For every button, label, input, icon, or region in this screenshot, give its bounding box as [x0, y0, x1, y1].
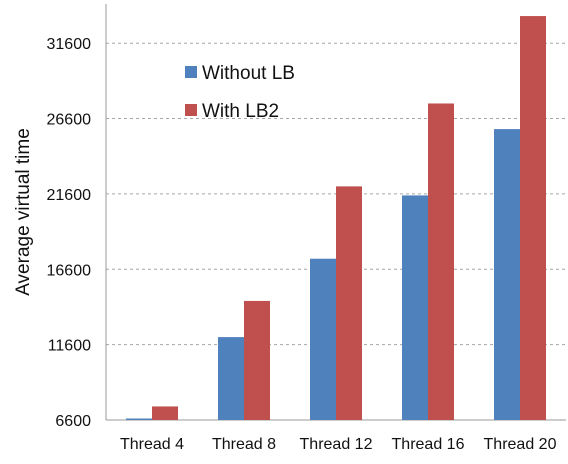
x-tick-label: Thread 12: [300, 436, 373, 453]
bar-with-lb2: [152, 406, 178, 420]
y-tick-label: 16600: [47, 262, 92, 279]
legend: Without LB With LB2: [185, 63, 295, 122]
legend-label: Without LB: [202, 63, 295, 84]
y-tick-label: 6600: [55, 413, 91, 430]
y-axis-ticks: 6600 11600 16600 21600 26600 31600: [47, 36, 92, 430]
x-tick-label: Thread 4: [120, 436, 184, 453]
y-tick-label: 31600: [47, 36, 92, 53]
x-tick-label: Thread 20: [484, 436, 557, 453]
bar-without-lb: [310, 258, 336, 420]
bar-with-lb2: [336, 186, 362, 420]
bar-with-lb2: [244, 300, 270, 420]
bar-without-lb: [402, 195, 428, 420]
y-axis-label: Average virtual time: [13, 128, 34, 296]
legend-swatch: [185, 66, 197, 78]
bar-without-lb: [126, 418, 152, 420]
legend-label: With LB2: [202, 101, 279, 122]
y-tick-label: 11600: [48, 338, 91, 355]
y-tick-label: 26600: [47, 112, 92, 129]
bar-without-lb: [218, 337, 244, 420]
bar-with-lb2: [520, 16, 546, 420]
y-tick-label: 21600: [47, 187, 92, 204]
x-axis-ticks: Thread 4 Thread 8 Thread 12 Thread 16 Thread…: [120, 436, 557, 453]
x-tick-label: Thread 16: [392, 436, 465, 453]
bar-with-lb2: [428, 103, 454, 420]
x-tick-label: Thread 8: [212, 436, 276, 453]
legend-swatch: [185, 104, 197, 116]
bar-without-lb: [494, 129, 520, 421]
bars: [126, 16, 546, 421]
